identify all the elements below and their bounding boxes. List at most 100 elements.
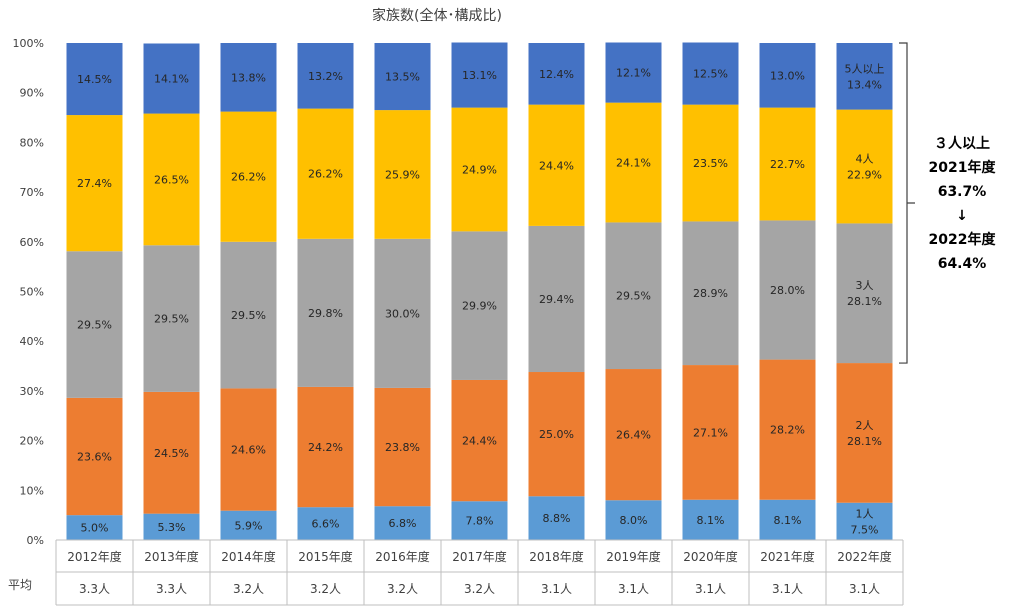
data-label: 12.4% xyxy=(539,68,574,81)
bar-segment xyxy=(682,365,739,500)
bar-segment xyxy=(836,363,893,503)
data-label: 5.9% xyxy=(235,519,263,532)
annotation: ３人以上 2021年度 63.7% ↓ 2022年度 64.4% xyxy=(899,42,997,364)
data-label: 23.6% xyxy=(77,451,112,464)
data-label: 29.5% xyxy=(77,319,112,332)
bar-segment xyxy=(143,513,200,540)
bar-segment xyxy=(143,43,200,114)
chart-title: 家族数(全体･構成比) xyxy=(372,7,502,24)
x-tick-label: 2022年度 xyxy=(837,549,892,564)
bar-segment xyxy=(374,43,431,111)
x-tick-label: 2013年度 xyxy=(144,549,199,564)
data-label: 27.1% xyxy=(693,426,728,439)
data-label: 29.5% xyxy=(616,290,651,303)
bar-segment xyxy=(374,387,431,507)
y-tick-label: 20% xyxy=(20,435,44,448)
data-label: 5.3% xyxy=(158,521,186,534)
data-label: 5.0% xyxy=(81,522,109,535)
bar-segment xyxy=(297,108,354,239)
x-tick-label: 2019年度 xyxy=(606,549,661,564)
bar-segment xyxy=(605,102,662,223)
bar-segment xyxy=(220,510,277,540)
bar-segment xyxy=(220,111,277,242)
bar-segment xyxy=(297,507,354,540)
data-label: 6.6% xyxy=(312,518,340,531)
bar-segment xyxy=(682,499,739,540)
series-label: 3人 xyxy=(856,279,874,292)
bar-segment xyxy=(66,251,123,398)
average-value: 3.1人 xyxy=(772,582,803,596)
data-label: 24.6% xyxy=(231,444,266,457)
data-label: 28.1% xyxy=(847,295,882,308)
x-tick-label: 2017年度 xyxy=(452,549,507,564)
bar-segment xyxy=(451,107,508,232)
average-value: 3.2人 xyxy=(387,582,418,596)
average-value: 3.1人 xyxy=(618,582,649,596)
bar-segment xyxy=(836,109,893,224)
data-label: 29.9% xyxy=(462,300,497,313)
data-label: 12.5% xyxy=(693,68,728,81)
bar-segment xyxy=(374,238,431,388)
x-tick-label: 2018年度 xyxy=(529,549,584,564)
data-label: 13.0% xyxy=(770,69,805,82)
average-value: 3.3人 xyxy=(79,582,110,596)
data-label: 13.2% xyxy=(308,70,343,83)
data-label: 7.8% xyxy=(466,515,494,528)
bar-segment xyxy=(220,241,277,389)
data-label: 13.8% xyxy=(231,71,266,84)
bar-segment xyxy=(759,220,816,360)
data-label: 8.8% xyxy=(543,512,571,525)
x-tick-label: 2020年度 xyxy=(683,549,738,564)
bar-segment xyxy=(66,515,123,540)
bar-segment xyxy=(528,104,585,226)
y-tick-label: 100% xyxy=(13,37,44,50)
annotation-line: 2022年度 xyxy=(929,231,997,248)
y-axis: 0% 10% 20% 30% 40% 50% 60% 70% 80% 90% 100% xyxy=(13,37,44,547)
bar-segment xyxy=(528,225,585,373)
data-label: 24.4% xyxy=(539,159,574,172)
bar-segment xyxy=(682,104,739,222)
bar-segment xyxy=(374,110,431,239)
bar-segment xyxy=(759,43,816,108)
bar-segment xyxy=(143,113,200,246)
data-label: 23.8% xyxy=(385,441,420,454)
data-label: 14.5% xyxy=(77,73,112,86)
bar-segment xyxy=(759,499,816,540)
bar-segment xyxy=(836,502,893,540)
bar-segment xyxy=(605,222,662,370)
bar-segment xyxy=(143,245,200,392)
series-label: 5人以上 xyxy=(845,62,885,75)
annotation-line: ３人以上 xyxy=(934,135,990,152)
y-tick-label: 50% xyxy=(20,286,44,299)
data-label: 14.1% xyxy=(154,73,189,86)
x-tick-label: 2016年度 xyxy=(375,549,430,564)
plot-area: 5.0% 23.6% 29.5% 27.4% 14.5% 5.3% 24.5% 29.5% 26… xyxy=(66,42,893,540)
series-label: 2人 xyxy=(856,419,874,432)
data-label: 27.4% xyxy=(77,177,112,190)
annotation-line: 2021年度 xyxy=(929,159,997,176)
data-label: 29.5% xyxy=(231,309,266,322)
bar-segment xyxy=(220,388,277,511)
average-row-label: 平均 xyxy=(8,578,32,592)
annotation-line: 64.4% xyxy=(938,256,987,272)
y-tick-label: 40% xyxy=(20,335,44,348)
bar-segment xyxy=(220,43,277,112)
average-value: 3.3人 xyxy=(156,582,187,596)
data-label: 8.1% xyxy=(774,514,802,527)
bar-segment xyxy=(297,238,354,387)
bar-segment xyxy=(682,221,739,366)
annotation-line: ↓ xyxy=(956,208,968,224)
y-tick-label: 80% xyxy=(20,136,44,149)
bar-segment xyxy=(66,115,123,252)
x-tick-label: 2012年度 xyxy=(67,549,122,564)
bar-segment xyxy=(759,359,816,500)
y-tick-label: 70% xyxy=(20,186,44,199)
bar-segment xyxy=(682,42,739,105)
bar-segment xyxy=(759,107,816,221)
data-label: 13.4% xyxy=(847,78,882,91)
bar-segment xyxy=(528,496,585,540)
data-label: 6.8% xyxy=(389,517,417,530)
data-label: 25.9% xyxy=(385,168,420,181)
bar-segment xyxy=(836,43,893,110)
